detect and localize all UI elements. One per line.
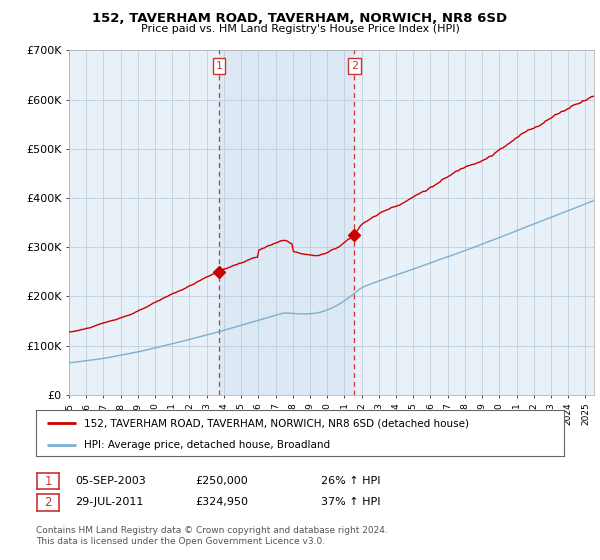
Text: 1: 1 bbox=[44, 474, 52, 488]
Text: HPI: Average price, detached house, Broadland: HPI: Average price, detached house, Broa… bbox=[83, 440, 329, 450]
Text: 152, TAVERHAM ROAD, TAVERHAM, NORWICH, NR8 6SD (detached house): 152, TAVERHAM ROAD, TAVERHAM, NORWICH, N… bbox=[83, 418, 469, 428]
Text: Price paid vs. HM Land Registry's House Price Index (HPI): Price paid vs. HM Land Registry's House … bbox=[140, 24, 460, 34]
Text: £324,950: £324,950 bbox=[195, 497, 248, 507]
Text: 37% ↑ HPI: 37% ↑ HPI bbox=[321, 497, 380, 507]
Text: 26% ↑ HPI: 26% ↑ HPI bbox=[321, 476, 380, 486]
Text: 05-SEP-2003: 05-SEP-2003 bbox=[75, 476, 146, 486]
Text: 152, TAVERHAM ROAD, TAVERHAM, NORWICH, NR8 6SD: 152, TAVERHAM ROAD, TAVERHAM, NORWICH, N… bbox=[92, 12, 508, 25]
Text: 2: 2 bbox=[351, 60, 358, 71]
Text: 1: 1 bbox=[215, 60, 223, 71]
Text: £250,000: £250,000 bbox=[195, 476, 248, 486]
Text: Contains HM Land Registry data © Crown copyright and database right 2024.
This d: Contains HM Land Registry data © Crown c… bbox=[36, 526, 388, 546]
Bar bbox=[219, 50, 355, 395]
Text: 2: 2 bbox=[44, 496, 52, 509]
Text: 29-JUL-2011: 29-JUL-2011 bbox=[75, 497, 143, 507]
